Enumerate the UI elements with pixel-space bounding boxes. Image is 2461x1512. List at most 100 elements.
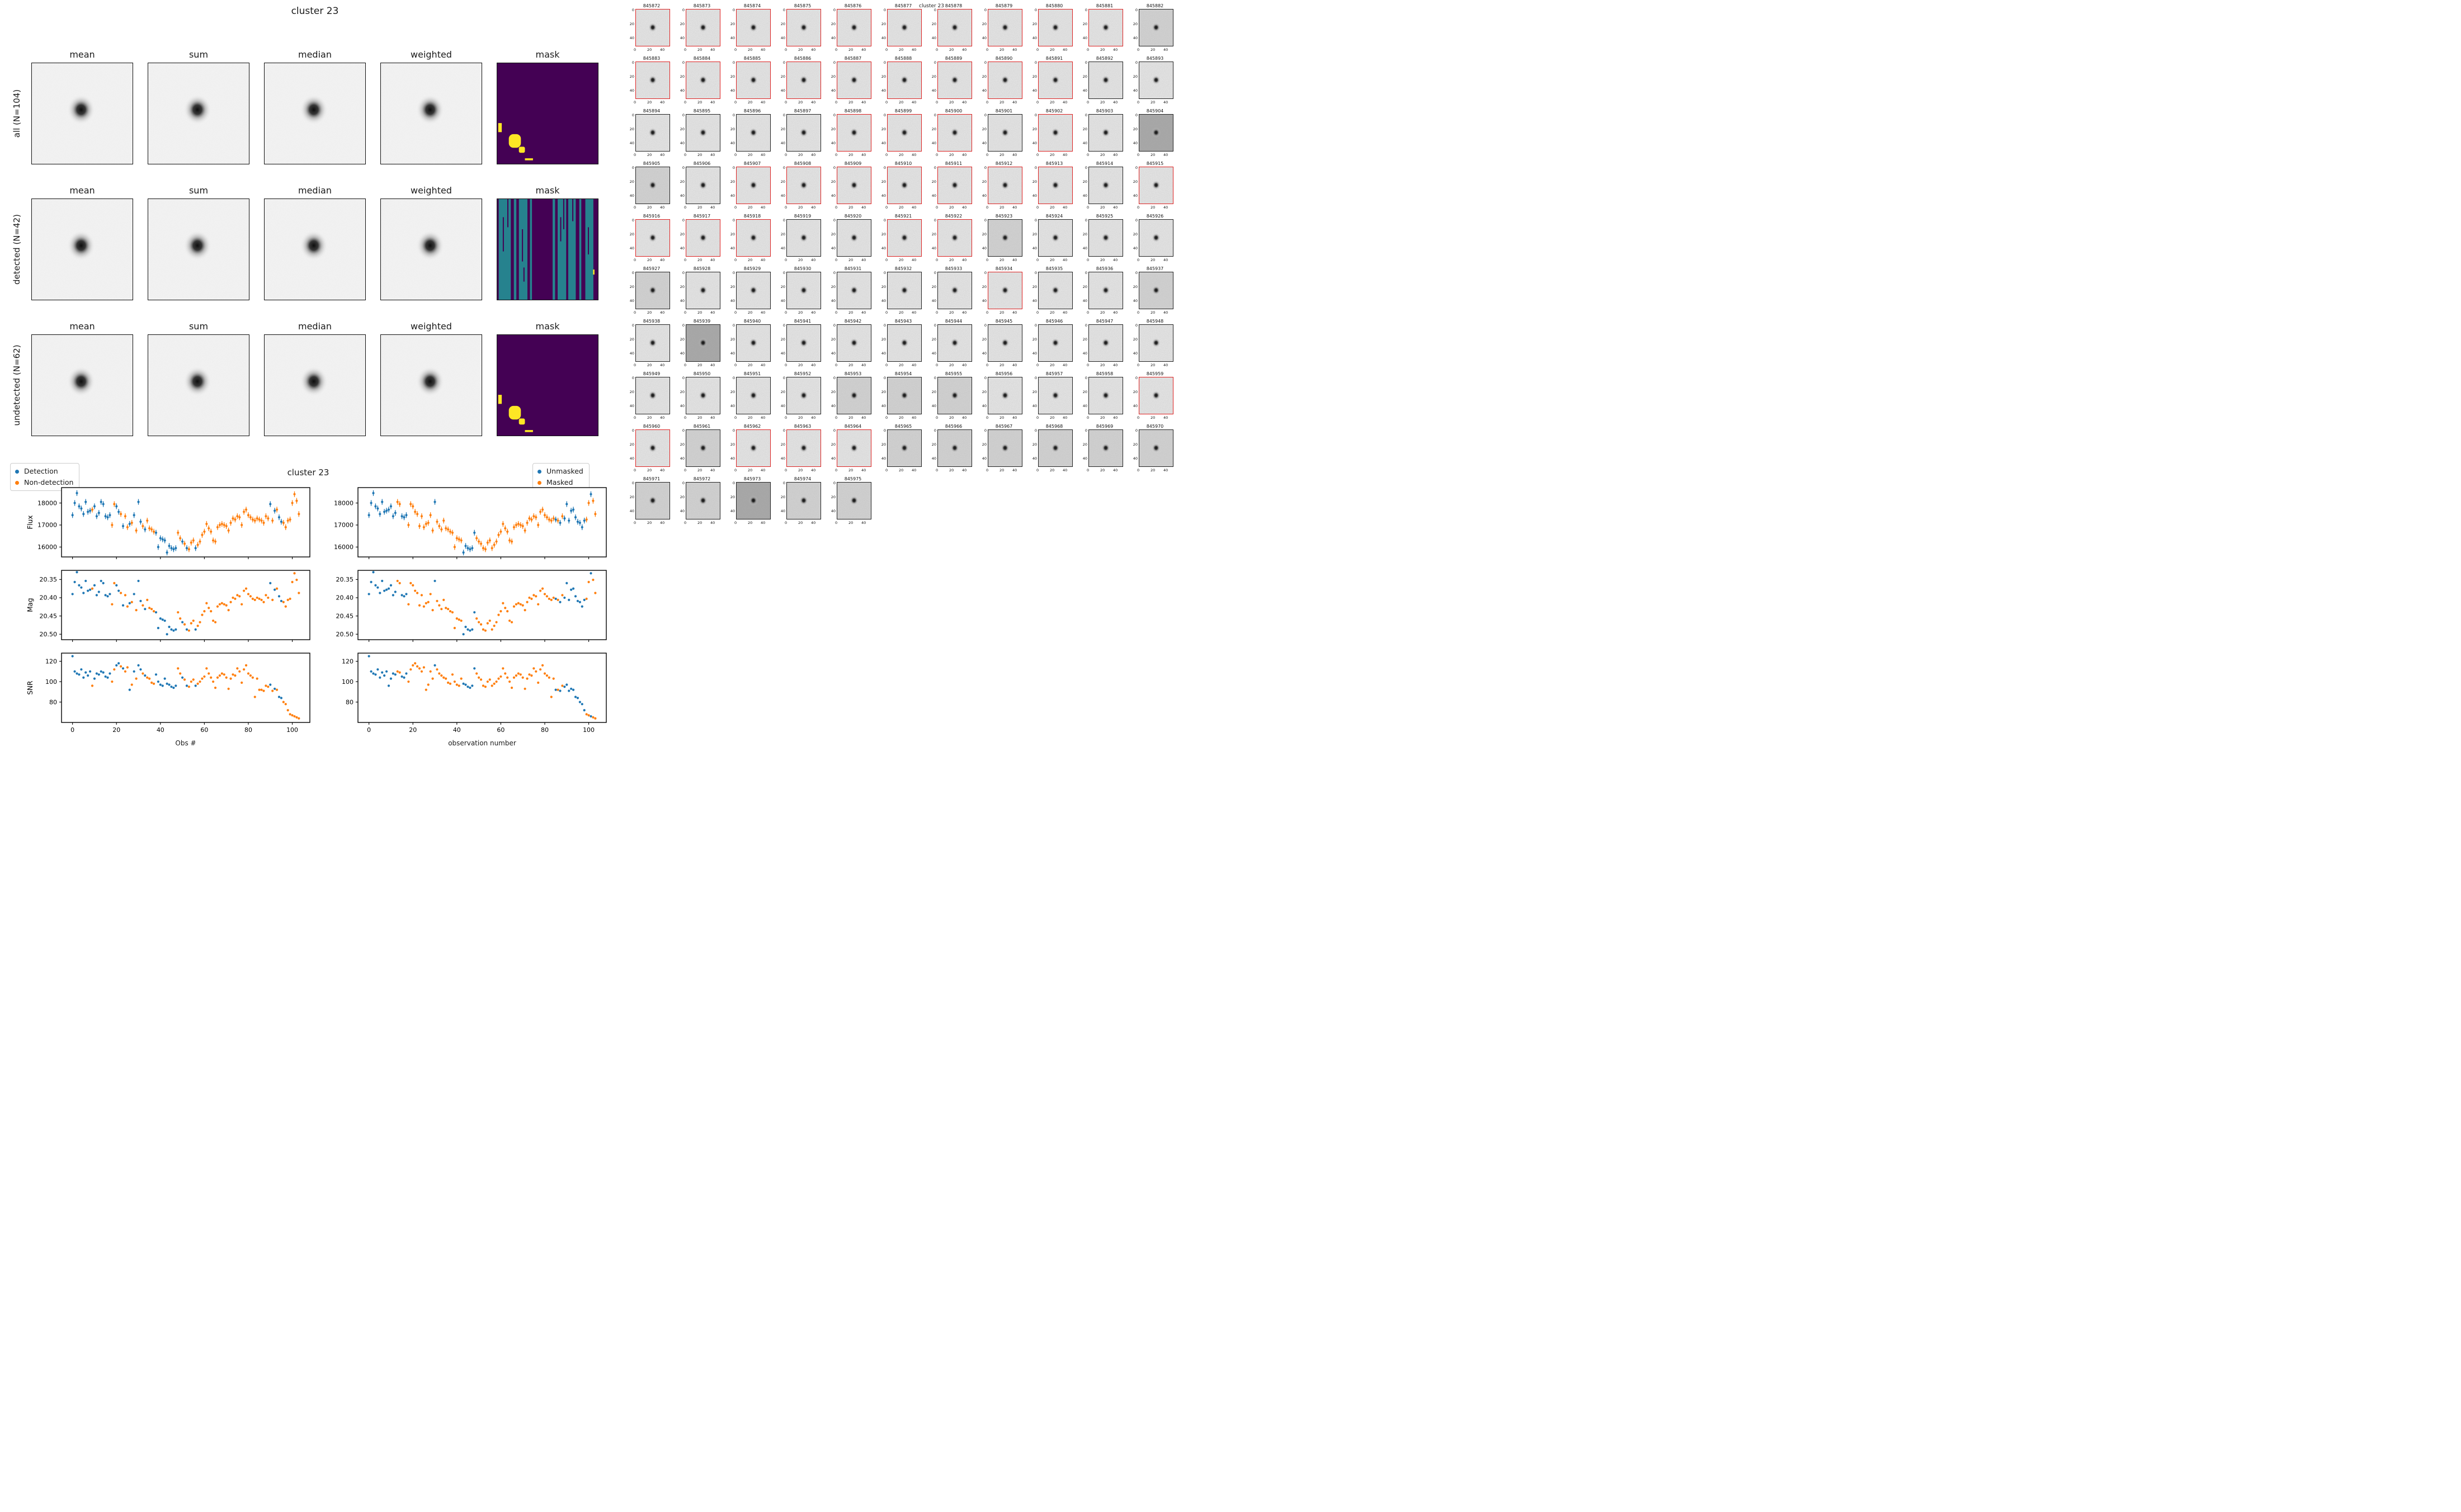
thumbnail: 845973 0 0 20 20 40 40 — [727, 476, 776, 528]
y-tick-label: 40 — [780, 404, 785, 408]
cutout-image — [265, 63, 365, 164]
thumbnail: 845941 0 0 20 20 40 40 — [777, 319, 827, 370]
thumbnail-title: 845930 — [794, 266, 812, 271]
x-tick-label: 20 — [647, 48, 652, 52]
y-tick-label: 40 — [1082, 88, 1087, 93]
y-tick-label: 40 — [1082, 36, 1087, 40]
x-tick-label: 40 — [1063, 415, 1068, 420]
y-tick-label: 20 — [730, 127, 735, 131]
cutout-image — [837, 62, 871, 98]
thumbnail-image — [1139, 429, 1173, 467]
unmasked-marker-icon — [538, 469, 541, 474]
y-tick-label: 40 — [831, 299, 836, 303]
thumbnail-title: 845872 — [643, 3, 661, 8]
stack-image-panel — [31, 63, 133, 164]
legend-label-masked: Masked — [546, 478, 573, 486]
thumbnail-title: 845932 — [894, 266, 912, 271]
y-tick-label: 0 — [883, 271, 886, 275]
y-tick-label: 40 — [780, 193, 785, 198]
thumbnail: 845881 0 0 20 20 40 40 — [1079, 3, 1129, 55]
y-tick-label: 40 — [982, 404, 987, 408]
thumbnail-title: 845939 — [693, 319, 711, 324]
thumbnail-title: 845873 — [693, 3, 711, 8]
y-tick-label: 0 — [732, 218, 735, 223]
y-tick-label: 0 — [631, 166, 634, 170]
x-tick-label: 20 — [748, 521, 753, 525]
thumbnail-title: 845906 — [693, 161, 711, 166]
thumbnail-image — [1038, 324, 1073, 362]
x-tick-label: 0 — [885, 100, 888, 105]
thumbnail: 845912 0 0 20 20 40 40 — [979, 161, 1028, 212]
y-tick-label: 0 — [1034, 271, 1037, 275]
y-tick-label: 0 — [732, 113, 735, 117]
thumbnail-title: 845970 — [1146, 424, 1164, 429]
thumbnail: 845966 0 0 20 20 40 40 — [928, 424, 978, 475]
x-tick-label: 20 — [1100, 258, 1105, 262]
cutout-image — [636, 115, 670, 151]
x-tick-label: 0 — [734, 468, 737, 472]
cutout-image — [988, 430, 1022, 466]
y-tick-label: 20 — [730, 179, 735, 184]
y-tick-label: 40 — [629, 404, 634, 408]
thumbnail-image — [837, 62, 871, 99]
stack-image-panel — [264, 199, 366, 300]
x-tick-label: 20 — [748, 468, 753, 472]
y-tick-label: 0 — [631, 218, 634, 223]
x-tick-label: 20 — [949, 363, 954, 367]
y-tick-label: 40 — [881, 404, 886, 408]
y-tick-label: 40 — [629, 88, 634, 93]
x-tick-label: 40 — [962, 205, 967, 210]
cutout-image — [1039, 325, 1072, 361]
x-tick-label: 0 — [986, 153, 989, 157]
y-tick-label: 20 — [1133, 74, 1138, 79]
svg-text:80: 80 — [346, 698, 353, 706]
x-tick-label: 40 — [1012, 310, 1017, 315]
thumbnail-title: 845892 — [1096, 56, 1114, 61]
y-tick-label: 40 — [1082, 456, 1087, 461]
x-tick-label: 0 — [734, 310, 737, 315]
thumbnail-title: 845882 — [1146, 3, 1164, 8]
x-tick-label: 40 — [761, 153, 766, 157]
cutout-image — [636, 377, 670, 414]
y-tick-label: 0 — [1085, 8, 1087, 12]
y-tick-label: 40 — [680, 193, 685, 198]
stack-image-panel — [31, 199, 133, 300]
scatter-subplot-mag-right: 20.35 20.40 20.45 20.50 — [336, 570, 607, 642]
thumbnail-image — [937, 429, 972, 467]
y-tick-label: 20 — [1082, 337, 1087, 342]
x-tick-label: 40 — [811, 310, 816, 315]
y-tick-label: 20 — [730, 22, 735, 26]
svg-text:18000: 18000 — [37, 499, 57, 507]
y-tick-label: 40 — [831, 193, 836, 198]
y-tick-label: 40 — [780, 141, 785, 145]
thumbnail-title: 845955 — [945, 371, 963, 376]
thumbnail-title: 845883 — [643, 56, 661, 61]
panel-column-title: median — [298, 185, 332, 196]
x-tick-label: 40 — [861, 258, 866, 262]
x-tick-label: 20 — [848, 258, 854, 262]
thumbnail-image — [887, 167, 922, 204]
panel-column-title: sum — [188, 321, 209, 332]
x-tick-label: 0 — [1087, 310, 1090, 315]
thumbnail: 845943 0 0 20 20 40 40 — [878, 319, 927, 370]
x-tick-label: 40 — [912, 310, 917, 315]
x-tick-label: 20 — [1151, 205, 1156, 210]
thumbnail-title: 845964 — [844, 424, 862, 429]
thumbnail-title: 845938 — [643, 319, 661, 324]
cutout-image — [636, 220, 670, 256]
thumbnail-title: 845876 — [844, 3, 862, 8]
y-tick-label: 0 — [833, 113, 836, 117]
y-tick-label: 20 — [780, 495, 785, 499]
x-tick-label: 0 — [785, 468, 788, 472]
thumbnail-title: 845951 — [743, 371, 761, 376]
cutout-image — [988, 10, 1022, 46]
x-tick-label: 20 — [949, 310, 954, 315]
y-tick-label: 20 — [982, 232, 987, 237]
thumbnail: 845872 0 0 20 20 40 40 — [626, 3, 676, 55]
thumbnail: 845974 0 0 20 20 40 40 — [777, 476, 827, 528]
y-tick-label: 20 — [831, 22, 836, 26]
y-tick-label: 20 — [730, 337, 735, 342]
thumbnail-title: 845922 — [945, 214, 963, 219]
y-tick-label: 20 — [982, 285, 987, 289]
x-tick-label: 0 — [634, 415, 637, 420]
